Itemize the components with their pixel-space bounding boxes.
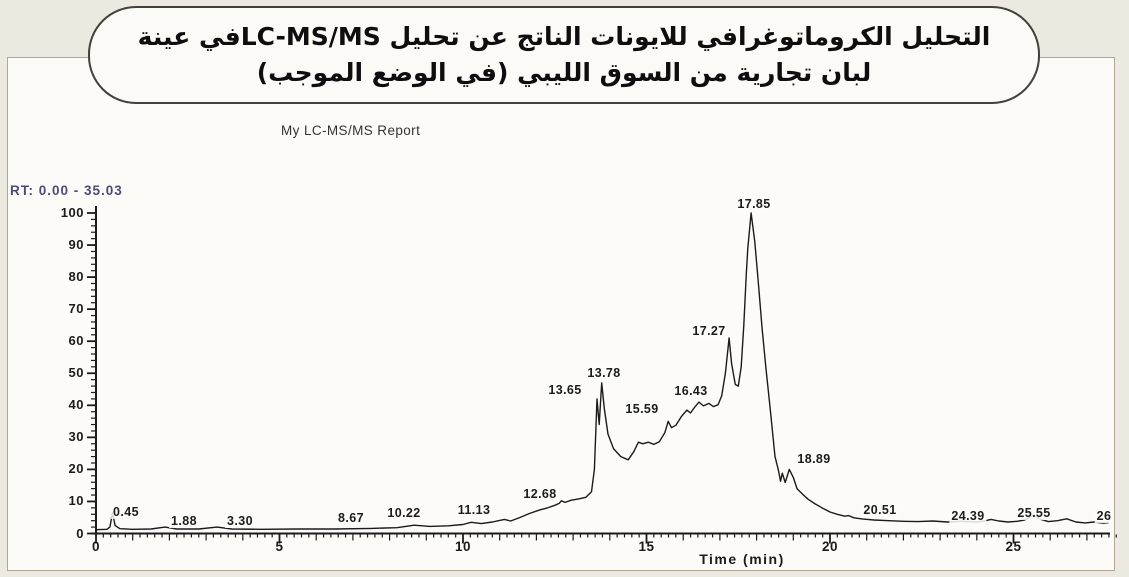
report-page-panel xyxy=(7,57,1115,571)
rt-range-label: RT: 0.00 - 35.03 xyxy=(10,183,123,198)
title-box: التحليل الكروماتوغرافي للايونات الناتج ع… xyxy=(88,6,1040,104)
report-title: My LC-MS/MS Report xyxy=(281,123,421,138)
title-line-1: التحليل الكروماتوغرافي للايونات الناتج ع… xyxy=(137,22,991,51)
title-line-2: لبان تجارية من السوق الليبي (في الوضع ال… xyxy=(256,58,872,87)
chromatogram-trace xyxy=(95,212,1109,531)
